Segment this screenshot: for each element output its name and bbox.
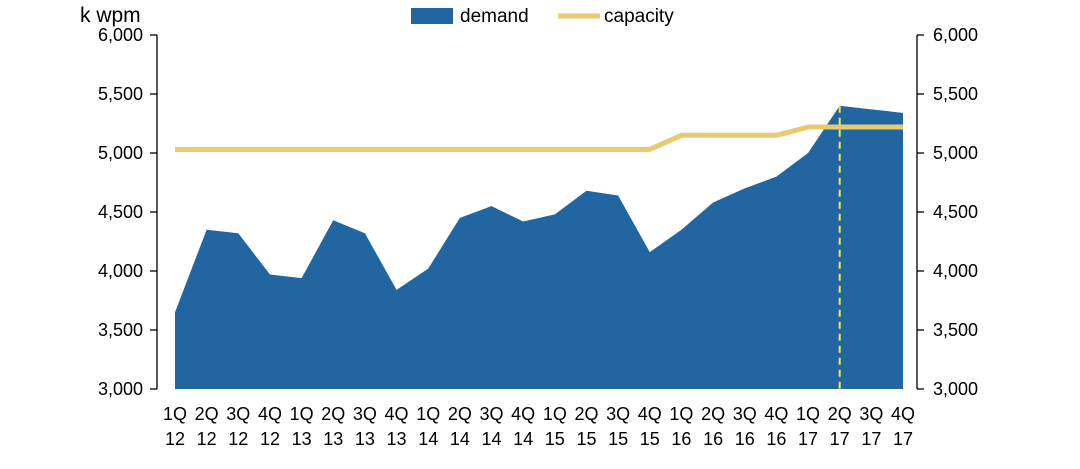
x-tick-label: 4Q 14	[511, 404, 535, 449]
x-tick-label: 4Q 12	[258, 404, 282, 449]
legend-demand-label: demand	[460, 6, 529, 27]
left-tick-label: 4,000	[98, 261, 143, 281]
right-y-axis-ticks: 3,000 3,500 4,000 4,500 5,000 5,500 6,000	[917, 25, 978, 399]
left-tick-label: 3,500	[98, 320, 143, 340]
x-tick-label: 2Q 16	[701, 404, 725, 449]
legend-capacity-label: capacity	[604, 6, 674, 27]
demand-area	[175, 105, 903, 390]
capacity-line-layer	[175, 124, 903, 152]
right-tick-label: 4,000	[933, 261, 978, 281]
x-tick-label: 2Q 15	[574, 404, 598, 449]
x-tick-label: 3Q 12	[226, 404, 250, 449]
right-tick-label: 5,500	[933, 84, 978, 104]
right-tick-label: 6,000	[933, 25, 978, 45]
right-tick-label: 3,000	[933, 379, 978, 399]
left-y-axis-ticks: 3,000 3,500 4,000 4,500 5,000 5,500 6,000	[98, 25, 157, 399]
right-tick-label: 3,500	[933, 320, 978, 340]
legend: demand capacity	[411, 6, 674, 27]
right-tick-label: 5,000	[933, 143, 978, 163]
x-tick-label: 1Q 14	[416, 404, 440, 449]
x-tick-label: 3Q 17	[859, 404, 883, 449]
x-tick-label: 1Q 16	[669, 404, 693, 449]
x-tick-label: 2Q 14	[448, 404, 472, 449]
x-tick-label: 1Q 13	[290, 404, 314, 449]
demand-area-layer	[175, 105, 903, 390]
x-tick-label: 1Q 15	[543, 404, 567, 449]
x-tick-label: 3Q 13	[353, 404, 377, 449]
x-tick-label: 3Q 15	[606, 404, 630, 449]
x-tick-label: 2Q 17	[828, 404, 852, 449]
x-tick-label: 2Q 12	[195, 404, 219, 449]
y-axis-unit-label: k wpm	[80, 4, 141, 27]
x-tick-label: 4Q 13	[385, 404, 409, 449]
legend-demand-swatch	[411, 8, 453, 24]
left-tick-label: 5,000	[98, 143, 143, 163]
x-tick-label: 4Q 17	[891, 404, 915, 449]
left-tick-label: 5,500	[98, 84, 143, 104]
left-tick-label: 4,500	[98, 202, 143, 222]
x-tick-label: 1Q 17	[796, 404, 820, 449]
x-tick-label: 2Q 13	[321, 404, 345, 449]
left-tick-label: 3,000	[98, 379, 143, 399]
x-tick-label: 1Q 12	[163, 404, 187, 449]
x-axis-ticks: 1Q 12 2Q 12 3Q 12 4Q 12 1Q 13 2Q 13 3Q 13 4Q 13 1Q 14 2Q 14…	[163, 404, 915, 449]
x-tick-label: 4Q 16	[764, 404, 788, 449]
x-tick-label: 3Q 16	[733, 404, 757, 449]
left-tick-label: 6,000	[98, 25, 143, 45]
right-tick-label: 4,500	[933, 202, 978, 222]
x-tick-label: 4Q 15	[638, 404, 662, 449]
capacity-line	[175, 124, 903, 152]
x-tick-label: 3Q 14	[480, 404, 504, 449]
